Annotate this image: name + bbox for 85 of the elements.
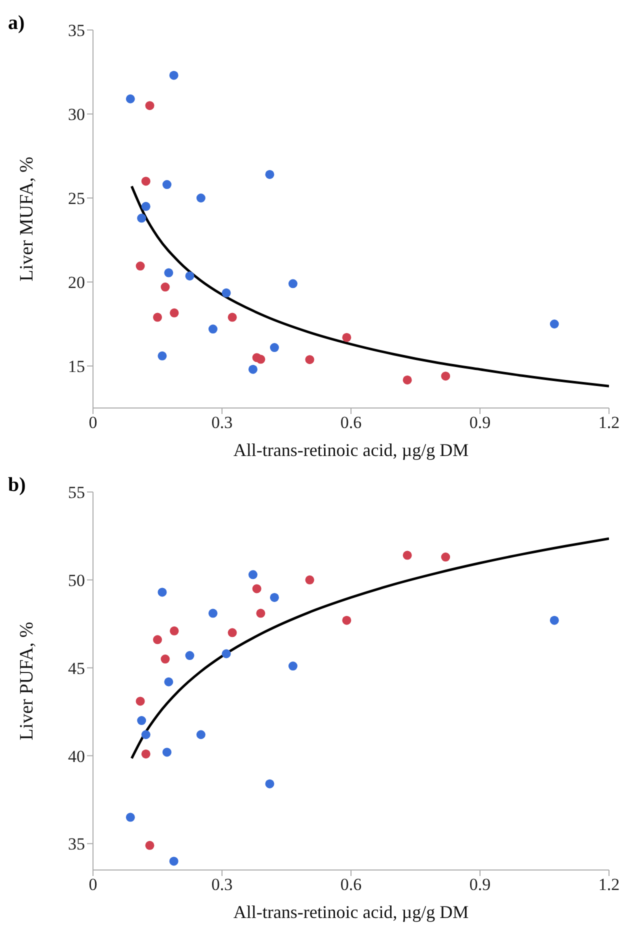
point [342,332,352,342]
y-tick-label: 55 [68,483,85,502]
point [208,324,218,334]
x-tick-label: 0.6 [340,875,362,894]
point [402,550,412,560]
x-tick-label: 0.3 [211,413,233,432]
y-tick-label: 40 [68,746,85,766]
point [169,70,178,80]
point [169,856,178,866]
point [158,351,167,360]
point [196,194,206,202]
point [170,626,179,636]
y-tick-label: 30 [68,105,85,124]
line-series [130,537,609,760]
point [208,608,218,618]
point [305,355,314,364]
point [265,170,274,179]
point [136,262,145,271]
chart-title: a) [8,12,25,35]
point [256,354,266,364]
point [153,635,162,644]
point [265,779,274,788]
point [248,570,258,580]
point [141,176,150,186]
y-tick-label: 35 [68,21,85,40]
point [141,749,150,758]
x-tick-label: 1.2 [598,875,620,894]
point [162,180,172,190]
point [305,575,314,584]
point [441,372,450,381]
point [170,308,179,318]
point [228,312,237,322]
point [402,375,412,384]
y-axis-title: Liver MUFA, % [16,156,38,282]
point [145,840,154,850]
point [164,268,174,278]
point [137,214,146,223]
x-tick-label: 0.3 [211,875,233,894]
point [252,584,262,594]
point [126,812,135,822]
point [136,696,145,706]
point [185,651,194,660]
point [141,730,150,740]
x-tick-label: 0.6 [340,413,362,432]
point [160,654,170,664]
point [162,748,172,757]
y-tick-label: 25 [68,189,85,208]
chart-title: b) [8,474,26,497]
point [270,343,279,352]
point [185,271,194,280]
point [158,588,167,597]
x-axis-title: All-trans-retinoic acid, µg/g DM [233,440,469,460]
point [228,628,237,638]
point [248,364,258,374]
point [288,279,298,288]
point [126,94,135,104]
point [550,616,559,625]
point [270,592,279,602]
point [550,320,559,328]
x-axis-title: All-trans-retinoic acid, µg/g DM [233,902,469,922]
point [222,288,231,298]
x-tick-label: 0.9 [469,413,491,432]
y-tick-label: 15 [68,357,85,376]
point [288,662,298,671]
point [141,202,150,211]
x-tick-label: 1.2 [598,413,620,432]
x-tick-label: 0 [88,413,98,432]
line-series [130,184,609,388]
point [342,616,352,625]
point [137,716,146,726]
y-axis-title: Liver PUFA, % [16,622,38,740]
point [153,312,162,322]
y-tick-label: 20 [68,273,85,292]
point [164,677,174,686]
point [145,101,154,110]
point [441,552,450,562]
point [256,608,266,618]
y-tick-label: 45 [68,658,85,678]
y-tick-label: 35 [68,834,85,854]
point [196,730,206,740]
x-tick-label: 0.9 [469,875,491,894]
y-tick-label: 50 [68,570,85,590]
x-tick-label: 0 [88,875,98,894]
point [160,282,170,292]
point [222,649,231,658]
